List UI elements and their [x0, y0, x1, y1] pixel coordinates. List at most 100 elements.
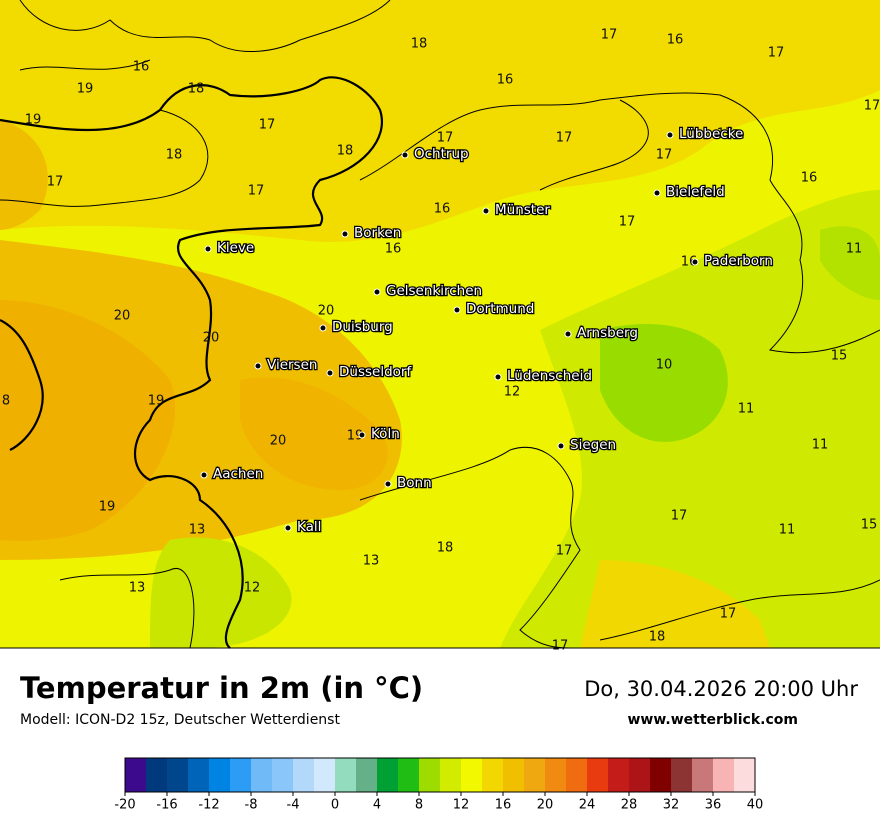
border: [539, 99, 649, 191]
city-name: Lübbecke: [679, 126, 743, 142]
temperature-value: 19: [99, 500, 116, 515]
temperature-value: 10: [656, 358, 673, 373]
color-step: [335, 758, 357, 792]
colorbar-tick-label: -4: [287, 798, 300, 813]
map: [0, 0, 880, 649]
temperature-area: [0, 0, 880, 242]
city-marker: [557, 442, 565, 450]
city-marker: [494, 373, 502, 381]
city-marker: [284, 524, 292, 532]
city-marker: [384, 480, 392, 488]
temperature-value: 17: [47, 175, 64, 190]
temperature-area: [0, 300, 176, 541]
color-step: [566, 758, 588, 792]
city-marker: [453, 306, 461, 314]
city-labels: Ochtrup Lübbecke Bielefeld Münster Borken Kle…: [200, 125, 774, 536]
colorbar-tick-label: 16: [495, 798, 512, 813]
temperature-value: 17: [656, 148, 673, 163]
temperature-value: 16: [133, 60, 150, 75]
temperature-area: [0, 120, 48, 230]
temperature-value: 20: [114, 309, 131, 324]
city-marker: [326, 369, 334, 377]
city-marker: [482, 207, 490, 215]
color-step: [377, 758, 399, 792]
colorbar-tick-label: -12: [198, 798, 219, 813]
temperature-value: 12: [244, 581, 261, 596]
color-step: [125, 758, 147, 792]
temperature-value: 18: [188, 82, 205, 97]
temperature-value: 17: [437, 131, 454, 146]
city-marker: [254, 362, 262, 370]
map-title: Temperatur in 2m (in °C): [20, 671, 423, 705]
color-step: [146, 758, 168, 792]
city-marker: [204, 245, 212, 253]
city-marker: [373, 288, 381, 296]
colorbar-tick-label: 24: [579, 798, 596, 813]
city-name: Ochtrup: [414, 146, 469, 162]
color-step: [629, 758, 651, 792]
temperature-value: 16: [497, 73, 514, 88]
colorbar-tick-label: 8: [415, 798, 423, 813]
city-name: Duisburg: [332, 319, 393, 335]
color-step: [503, 758, 525, 792]
color-step: [692, 758, 714, 792]
border: [359, 92, 880, 354]
temperature-value: 17: [556, 544, 573, 559]
colorbar-tick-label: 0: [331, 798, 339, 813]
color-step: [482, 758, 504, 792]
colorbar-tick-label: 36: [705, 798, 722, 813]
model-source: Modell: ICON-D2 15z, Deutscher Wetterdie…: [20, 712, 340, 728]
colorbar-tick-label: 4: [373, 798, 381, 813]
temperature-value: 17: [248, 184, 265, 199]
temperature-value: 17: [671, 509, 688, 524]
city-marker: [653, 189, 661, 197]
city-name: Kleve: [217, 240, 254, 256]
city-marker: [358, 431, 366, 439]
temperature-value: 19: [77, 82, 94, 97]
border: [59, 567, 195, 649]
border: [19, 0, 391, 53]
temperature-value: 18: [437, 541, 454, 556]
city-name: Köln: [371, 426, 400, 442]
city-marker: [200, 471, 208, 479]
city-name: Münster: [495, 202, 550, 218]
temperature-value: 11: [738, 402, 755, 417]
color-step: [587, 758, 609, 792]
border: [0, 319, 44, 451]
temperature-value: 15: [831, 349, 848, 364]
colorbar-tick-label: -20: [114, 798, 135, 813]
color-step: [188, 758, 210, 792]
city-name: Viersen: [267, 357, 317, 373]
color-step: [524, 758, 546, 792]
temperature-value: 19: [148, 394, 165, 409]
city-name: Bielefeld: [666, 184, 725, 200]
temperature-value: 11: [812, 438, 829, 453]
colorbar-tick-label: -8: [245, 798, 258, 813]
color-step: [356, 758, 378, 792]
valid-time: Do, 30.04.2026 20:00 Uhr: [584, 677, 858, 701]
temperature-area: [150, 537, 292, 648]
temperature-value: 17: [556, 131, 573, 146]
temperature-value: 17: [601, 28, 618, 43]
temperature-value: 18: [649, 630, 666, 645]
city-name: Lüdenscheid: [507, 368, 592, 384]
temperature-value: 20: [270, 434, 287, 449]
temperature-labels: 18 17 16 17 16 16 19 18 17 19 17 17 17 17 17 18 18 17 17 16…: [2, 28, 880, 654]
temperature-value: 20: [318, 304, 335, 319]
border: [0, 76, 383, 649]
temperature-value: 17: [864, 99, 880, 114]
temperature-value: 11: [846, 242, 863, 257]
border: [359, 446, 581, 649]
city-marker: [691, 258, 699, 266]
temperature-value: 8: [2, 394, 10, 409]
temperature-value: 12: [504, 385, 521, 400]
color-step: [272, 758, 294, 792]
color-step: [314, 758, 336, 792]
color-step: [713, 758, 735, 792]
city-name: Paderborn: [704, 253, 773, 269]
city-name: Siegen: [570, 437, 616, 453]
color-step: [230, 758, 252, 792]
color-step: [167, 758, 189, 792]
temperature-value: 17: [720, 607, 737, 622]
colorbar-frame: [124, 757, 756, 793]
